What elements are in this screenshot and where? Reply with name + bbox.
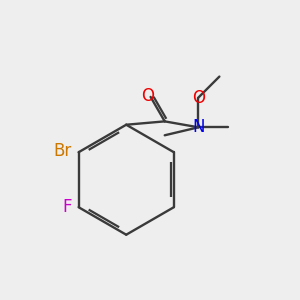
Text: N: N <box>192 118 205 136</box>
Text: O: O <box>141 87 154 105</box>
Text: Br: Br <box>53 142 71 160</box>
Text: F: F <box>63 198 72 216</box>
Text: O: O <box>192 88 205 106</box>
